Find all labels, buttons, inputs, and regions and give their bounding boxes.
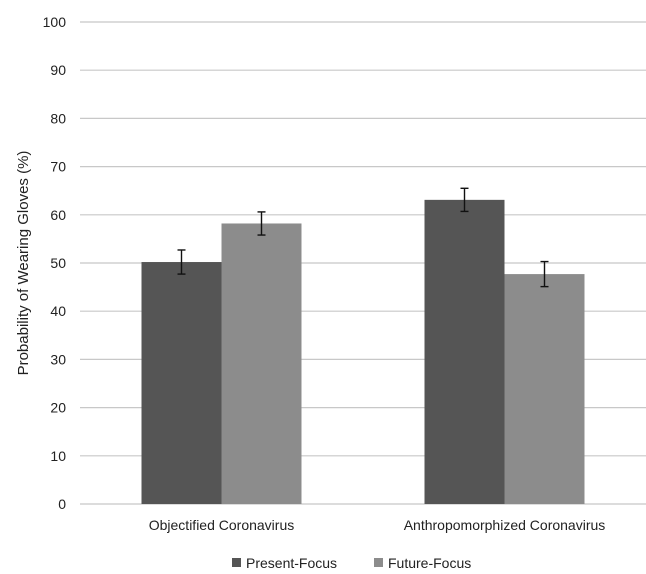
y-tick-label-20: 20: [50, 400, 66, 416]
bars: [141, 199, 585, 504]
bar-future-focus-0: [221, 223, 302, 504]
category-labels: Objectified Coronavirus Anthropomorphized…: [149, 517, 606, 533]
legend: Present-Focus Future-Focus: [232, 555, 471, 571]
y-axis-title: Probability of Wearing Gloves (%): [15, 151, 32, 376]
error-bar-future-focus-1: [540, 260, 549, 288]
y-tick-label-50: 50: [50, 255, 66, 271]
legend-item-future-focus: Future-Focus: [374, 555, 471, 571]
y-tick-label-40: 40: [50, 303, 66, 319]
legend-swatch-future-focus: [374, 558, 383, 567]
legend-item-present-focus: Present-Focus: [232, 555, 337, 571]
bar-future-focus-1: [504, 274, 585, 504]
bar-present-focus-0: [141, 262, 222, 504]
y-tick-label-80: 80: [50, 110, 66, 126]
error-bars: [177, 187, 549, 288]
y-tick-label-60: 60: [50, 207, 66, 223]
y-tick-label-30: 30: [50, 351, 66, 367]
y-tick-label-10: 10: [50, 448, 66, 464]
category-label-0: Objectified Coronavirus: [149, 517, 295, 533]
legend-label-future-focus: Future-Focus: [388, 555, 471, 571]
legend-label-present-focus: Present-Focus: [246, 555, 337, 571]
error-bar-future-focus-0: [257, 211, 266, 236]
error-bar-present-focus-0: [177, 249, 186, 275]
error-bar-present-focus-1: [460, 187, 469, 213]
category-label-1: Anthropomorphized Coronavirus: [404, 517, 606, 533]
y-tick-label-0: 0: [58, 496, 66, 512]
legend-swatch-present-focus: [232, 558, 241, 567]
y-tick-label-70: 70: [50, 159, 66, 175]
y-tick-labels: 0 10 20 30 40 50 60 70 80 90 100: [43, 14, 67, 512]
y-tick-label-90: 90: [50, 62, 66, 78]
y-tick-label-100: 100: [43, 14, 67, 30]
bar-present-focus-1: [424, 199, 505, 504]
